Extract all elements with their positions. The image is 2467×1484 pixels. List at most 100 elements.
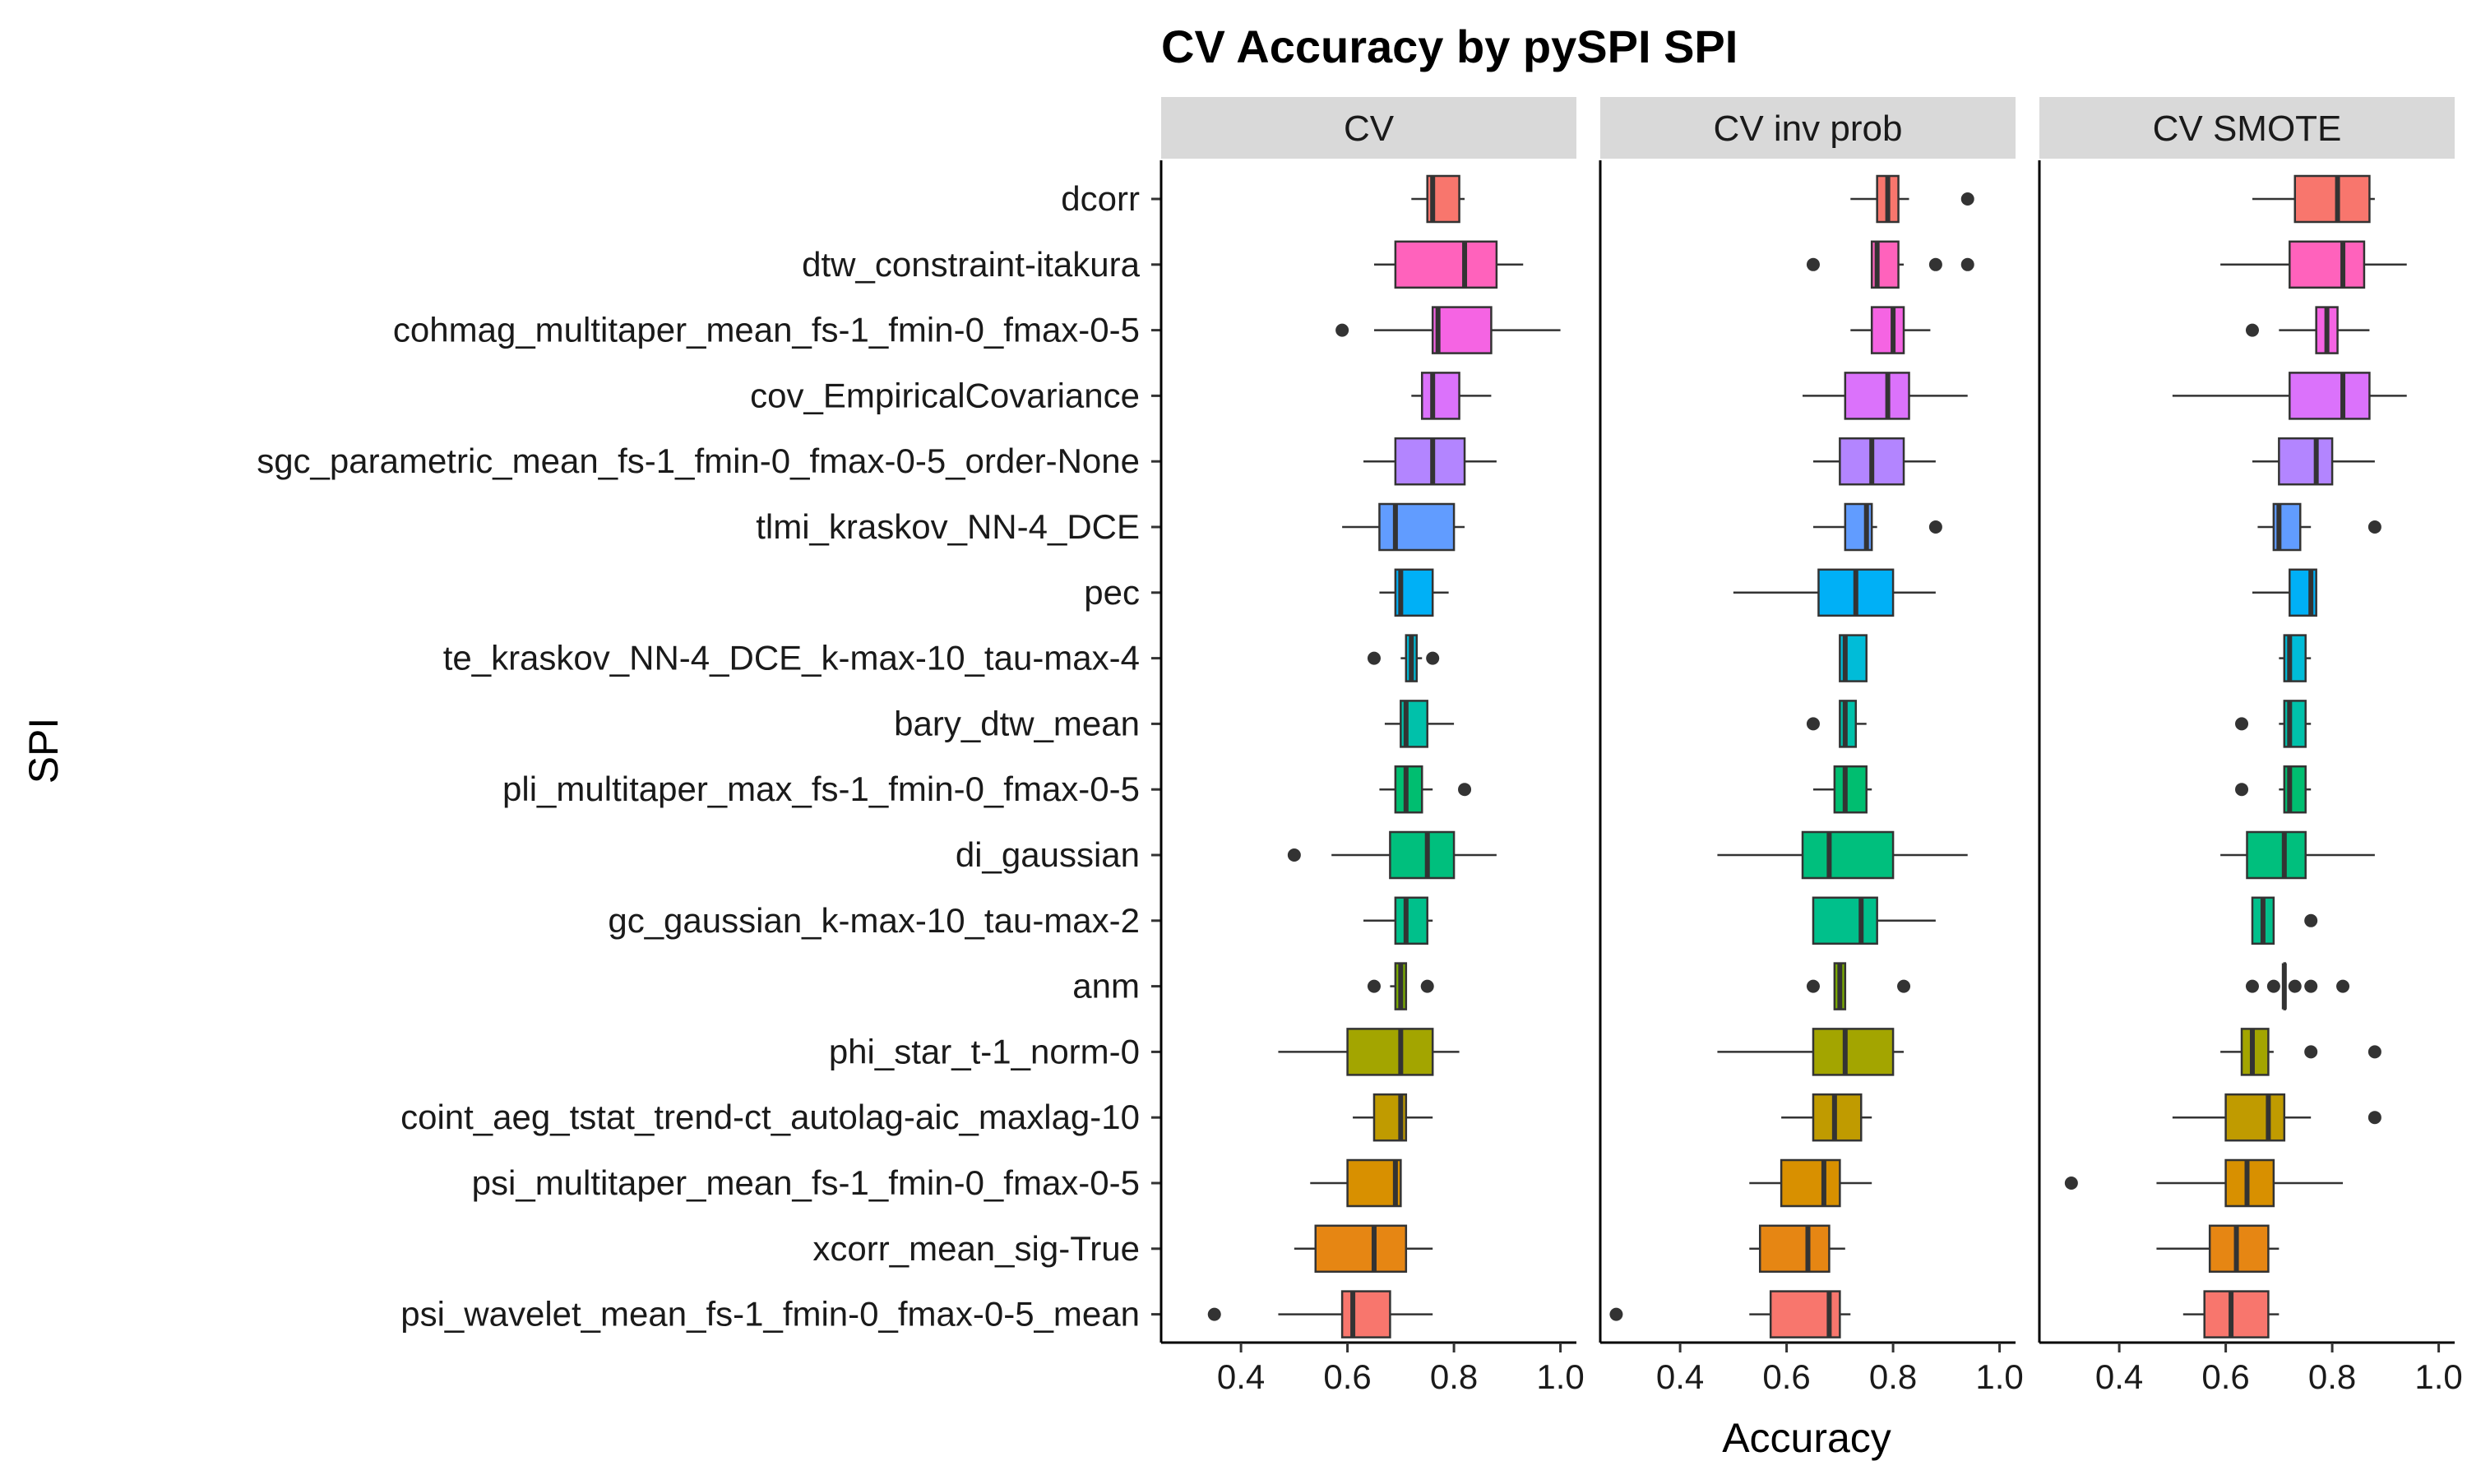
- boxplot-10: [1812, 765, 1872, 814]
- facet-strip: [1600, 97, 2016, 159]
- boxplot-12: [1812, 896, 1936, 945]
- outlier-point: [1426, 651, 1440, 665]
- outlier-point: [2367, 520, 2381, 534]
- boxplot-4: [1803, 372, 1968, 420]
- boxplot-18: [1207, 1290, 1433, 1338]
- plot-layer: dcorr dtw_constraint-itakura cohmag_multit…: [257, 97, 2463, 1396]
- box-iqr: [1394, 896, 1428, 945]
- box-iqr: [2224, 1093, 2286, 1142]
- x-tick-label: 1.0: [2414, 1357, 2462, 1396]
- box-iqr: [1346, 1028, 1434, 1076]
- boxplot-3: [1850, 306, 1931, 354]
- box-iqr: [1389, 830, 1456, 880]
- boxplot-13: [1806, 962, 1911, 1010]
- outlier-point: [2336, 979, 2350, 993]
- box-iqr: [2278, 437, 2334, 486]
- x-tick-label: 0.6: [1762, 1357, 1810, 1396]
- box-iqr: [2293, 174, 2371, 224]
- boxplot-8: [1367, 634, 1440, 682]
- facet-strip: [2039, 97, 2455, 159]
- box-iqr: [1394, 437, 1466, 486]
- y-tick-label: pec: [1084, 573, 1140, 612]
- box-iqr: [1314, 1224, 1408, 1274]
- boxplot-7: [1733, 568, 1936, 617]
- box-iqr: [2203, 1290, 2270, 1338]
- box-iqr: [1812, 1028, 1895, 1076]
- outlier-point: [2245, 323, 2259, 337]
- outlier-point: [1928, 257, 1942, 271]
- boxplot-16: [1310, 1158, 1402, 1208]
- box-iqr: [1420, 372, 1460, 420]
- y-tick-label: dtw_constraint-itakura: [802, 245, 1140, 284]
- boxplot-15: [1353, 1093, 1433, 1142]
- outlier-point: [1897, 979, 1911, 993]
- box-iqr: [1812, 1093, 1863, 1142]
- boxplot-9: [1384, 700, 1455, 748]
- boxplot-9: [1806, 700, 1867, 748]
- boxplot-9: [2235, 700, 2312, 748]
- outlier-point: [1960, 257, 1974, 271]
- x-tick-label: 0.6: [1323, 1357, 1371, 1396]
- outlier-point: [1207, 1307, 1221, 1321]
- boxplot-15: [1781, 1093, 1872, 1142]
- boxplot-18: [2182, 1290, 2280, 1338]
- x-tick-label: 0.8: [1869, 1357, 1917, 1396]
- boxplot-2: [2220, 240, 2407, 289]
- box-iqr: [2289, 240, 2366, 289]
- boxplot-1: [1411, 174, 1465, 224]
- outlier-point: [1960, 192, 1974, 206]
- facet-strip-label: CV: [1344, 109, 1395, 149]
- y-tick-label: tlmi_kraskov_NN-4_DCE: [756, 507, 1140, 546]
- boxplot-2: [1806, 240, 1974, 289]
- y-tick-label: phi_star_t-1_norm-0: [829, 1032, 1140, 1070]
- box-iqr: [1844, 372, 1910, 420]
- outlier-point: [2367, 1045, 2381, 1059]
- box-iqr: [2289, 372, 2371, 420]
- box-iqr: [2246, 830, 2307, 880]
- boxplot-14: [1717, 1028, 1905, 1076]
- boxplot-11: [1287, 830, 1497, 880]
- boxplot-7: [2252, 568, 2317, 617]
- outlier-point: [1287, 848, 1301, 862]
- box-iqr: [1801, 830, 1895, 880]
- facet-strip-label: CV inv prob: [1714, 109, 1903, 149]
- outlier-point: [1420, 979, 1434, 993]
- box-iqr: [1758, 1224, 1831, 1274]
- boxplot-5: [1812, 437, 1936, 486]
- boxplot-3: [1335, 306, 1561, 354]
- boxplot-14: [2220, 1028, 2381, 1076]
- x-tick-label: 0.6: [2201, 1357, 2249, 1396]
- outlier-point: [1335, 323, 1349, 337]
- boxplot-5: [1363, 437, 1497, 486]
- boxplot-6: [1342, 502, 1465, 552]
- y-tick-label: cohmag_multitaper_mean_fs-1_fmin-0_fmax-…: [393, 311, 1140, 349]
- box-iqr: [1839, 700, 1858, 748]
- x-axis-title: Accuracy: [1722, 1415, 1891, 1461]
- y-tick-label: psi_wavelet_mean_fs-1_fmin-0_fmax-0-5_me…: [400, 1295, 1140, 1334]
- outlier-point: [1609, 1307, 1623, 1321]
- boxplot-1: [2252, 174, 2375, 224]
- outlier-point: [1928, 520, 1942, 534]
- boxplot-18: [1609, 1290, 1851, 1338]
- boxplot-17: [1749, 1224, 1845, 1274]
- boxplot-4: [2172, 372, 2407, 420]
- x-tick-label: 0.8: [1430, 1357, 1478, 1396]
- boxplot-13: [1367, 962, 1434, 1010]
- boxplot-15: [2172, 1093, 2381, 1142]
- outlier-point: [1806, 717, 1820, 731]
- outlier-point: [2367, 1111, 2381, 1125]
- box-iqr: [2208, 1224, 2270, 1274]
- boxplot-13: [2245, 962, 2350, 1010]
- box-iqr: [2224, 1158, 2275, 1208]
- x-tick-label: 0.4: [1656, 1357, 1704, 1396]
- box-iqr: [1812, 896, 1878, 945]
- boxplot-10: [1379, 765, 1472, 814]
- facet-strip: [1161, 97, 1576, 159]
- y-tick-label: cov_EmpiricalCovariance: [750, 376, 1140, 414]
- boxplot-14: [1278, 1028, 1460, 1076]
- boxplot-4: [1411, 372, 1492, 420]
- boxplot-5: [2252, 437, 2375, 486]
- boxplot-6: [2257, 502, 2381, 552]
